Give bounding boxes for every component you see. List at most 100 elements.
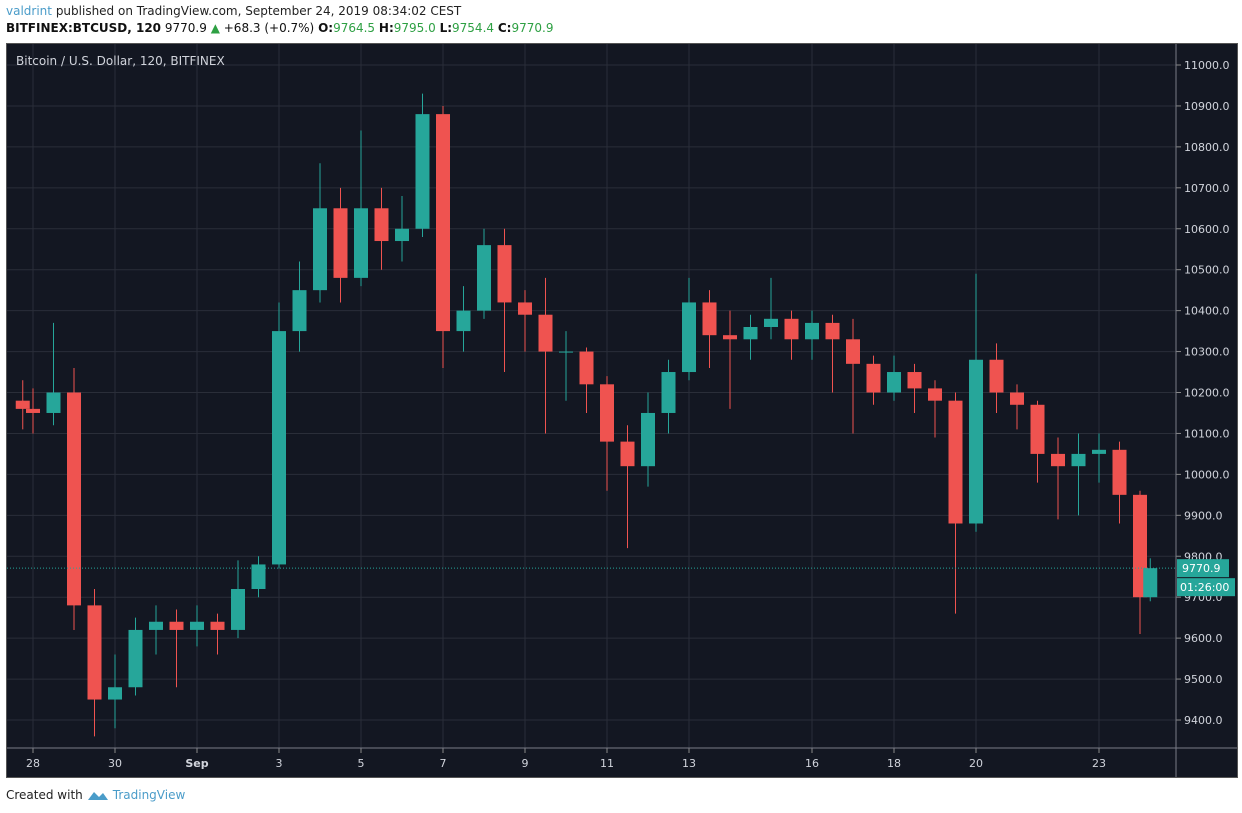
- price-axis-label: 10000.0: [1184, 468, 1230, 481]
- publish-text: published on TradingView.com, September …: [55, 4, 462, 18]
- candle: [702, 290, 717, 368]
- candle-body: [600, 384, 614, 442]
- candle: [1133, 490, 1147, 635]
- candle-body: [497, 245, 512, 303]
- candle-body: [251, 564, 266, 589]
- author-link[interactable]: valdrint: [6, 4, 52, 18]
- candle-body: [784, 318, 799, 340]
- high-value: 9795.0: [393, 21, 436, 35]
- candle: [497, 228, 512, 373]
- candle: [969, 273, 983, 532]
- candle-body: [1092, 449, 1106, 454]
- price-axis-label: 10100.0: [1184, 427, 1230, 440]
- close-value: 9770.9: [511, 21, 554, 35]
- candle-body: [1010, 392, 1024, 405]
- price-axis-label: 9400.0: [1184, 714, 1223, 727]
- candle: [887, 355, 901, 401]
- candle: [1030, 400, 1045, 483]
- candle-body: [969, 359, 983, 524]
- candle-body: [723, 335, 737, 340]
- time-axis-label: 7: [440, 757, 447, 770]
- candle: [1010, 384, 1024, 430]
- close-label: C:: [497, 21, 512, 35]
- candle: [846, 318, 860, 434]
- candle: [128, 617, 143, 696]
- candle-body: [846, 339, 860, 364]
- candle: [620, 425, 635, 549]
- candle: [477, 228, 491, 319]
- price-axis-label: 10800.0: [1184, 141, 1230, 154]
- time-axis-label: 30: [108, 757, 122, 770]
- low-label: L:: [439, 21, 453, 35]
- time-axis-label: 18: [887, 757, 901, 770]
- candle: [231, 560, 245, 639]
- candle-body: [477, 245, 491, 311]
- time-axis-label: 16: [805, 757, 819, 770]
- high-label: H:: [378, 21, 394, 35]
- candle: [108, 654, 122, 729]
- candle: [1051, 437, 1065, 520]
- candle-body: [743, 327, 758, 340]
- open-label: O:: [318, 21, 334, 35]
- candle-body: [538, 314, 553, 352]
- candle: [87, 589, 102, 737]
- candle-body: [764, 318, 778, 327]
- candle: [456, 286, 471, 352]
- candle: [272, 302, 286, 569]
- low-value: 9754.4: [452, 21, 495, 35]
- candle: [743, 314, 758, 360]
- time-axis-label: 3: [276, 757, 283, 770]
- last-price-label: 9770.9: [1182, 562, 1221, 575]
- candle: [333, 187, 348, 303]
- countdown-badge: [1177, 578, 1235, 597]
- candle-body: [231, 589, 245, 630]
- candle: [67, 367, 81, 630]
- last-price: 9770.9: [164, 21, 207, 35]
- tradingview-link[interactable]: TradingView: [112, 788, 186, 802]
- candle: [948, 392, 963, 614]
- candle: [989, 343, 1004, 413]
- candle: [661, 359, 676, 434]
- candle: [825, 314, 840, 393]
- candle: [354, 130, 368, 287]
- candle-body: [313, 208, 327, 291]
- footer: Created with TradingView: [6, 788, 185, 802]
- candle: [292, 261, 307, 352]
- candle: [1112, 441, 1127, 524]
- candle-body: [805, 322, 819, 340]
- price-axis-label: 10300.0: [1184, 346, 1230, 359]
- candle: [518, 290, 532, 352]
- price-axis-label: 9900.0: [1184, 509, 1223, 522]
- tradingview-logo-icon: [87, 792, 108, 800]
- time-axis-label: 23: [1092, 757, 1106, 770]
- price-axis-label: 11000.0: [1184, 59, 1230, 72]
- candle-body: [374, 208, 389, 242]
- candle-body: [87, 605, 102, 700]
- candle-body: [169, 621, 184, 630]
- up-triangle-icon: ▲: [210, 21, 220, 35]
- candle: [1071, 433, 1086, 516]
- candlestick-chart[interactable]: 11000.0 10900.0 10800.0 10700.0 10600.0 10500…: [7, 44, 1237, 777]
- candle-body: [518, 302, 532, 315]
- candle: [26, 388, 40, 434]
- candle-body: [1071, 453, 1086, 467]
- candle: [682, 277, 696, 381]
- price-axis-label: 9600.0: [1184, 632, 1223, 645]
- chart-panel[interactable]: 11000.0 10900.0 10800.0 10700.0 10600.0 10500…: [6, 43, 1238, 778]
- candle: [436, 105, 450, 368]
- time-axis-label: 5: [358, 757, 365, 770]
- candle-body: [989, 359, 1004, 393]
- candle-body: [67, 392, 81, 606]
- candle: [805, 310, 819, 360]
- candle: [190, 605, 204, 647]
- candle-body: [354, 208, 368, 278]
- candle-body: [620, 441, 635, 467]
- symbol-label: BITFINEX:BTCUSD, 120: [6, 21, 162, 35]
- candle: [559, 331, 573, 401]
- ohlc-header: BITFINEX:BTCUSD, 120 9770.9 ▲ +68.3 (+0.…: [6, 21, 553, 35]
- price-axis-label: 10900.0: [1184, 100, 1230, 113]
- candle-body: [1143, 568, 1158, 598]
- candle: [907, 363, 922, 413]
- candle: [1092, 433, 1106, 483]
- candle: [1143, 558, 1158, 602]
